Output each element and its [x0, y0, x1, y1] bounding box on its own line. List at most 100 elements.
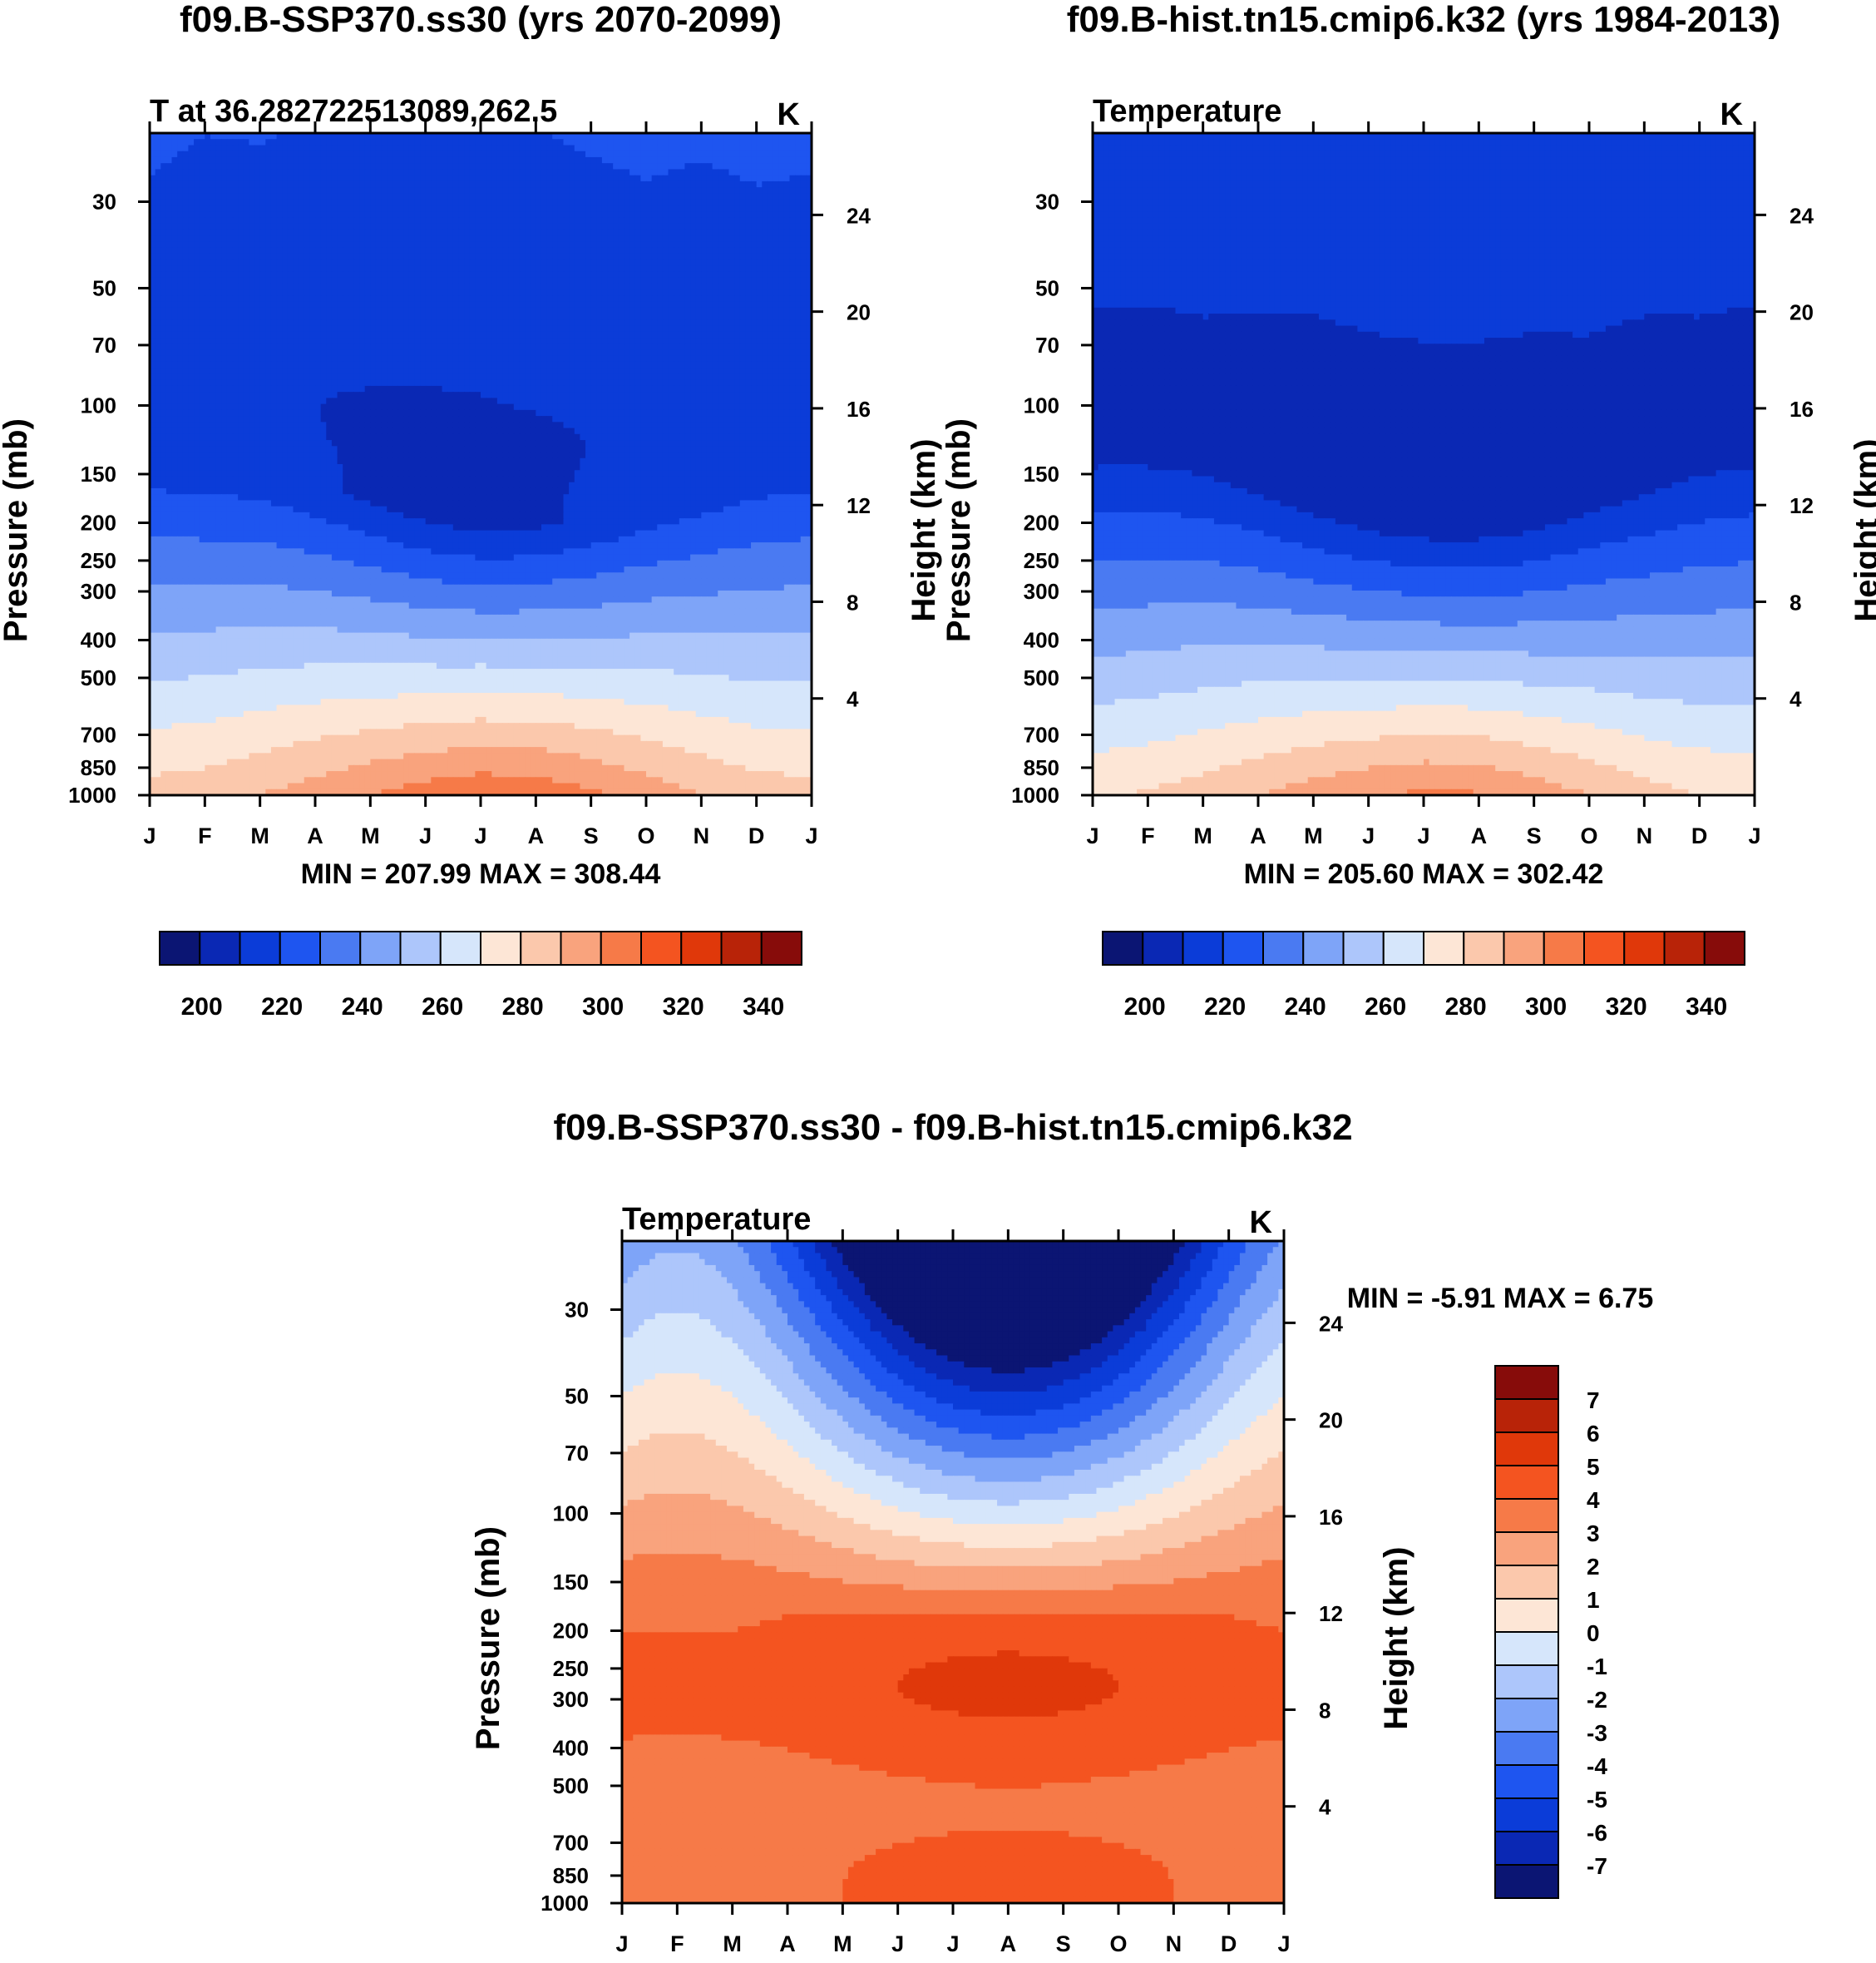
- contour-cell: [233, 139, 239, 146]
- contour-cell: [558, 145, 564, 151]
- contour-cell: [431, 181, 437, 188]
- contour-cell: [293, 157, 299, 164]
- contour-cell: [564, 157, 570, 164]
- contour-cell: [343, 163, 348, 170]
- contour-cell: [646, 145, 652, 151]
- contour-cell: [629, 169, 635, 176]
- contour-cell: [580, 145, 585, 151]
- contour-cell: [525, 151, 531, 158]
- contour-cell: [508, 139, 514, 146]
- contour-cell: [552, 145, 558, 151]
- contour-cell: [690, 181, 696, 188]
- contour-cell: [684, 169, 690, 176]
- contour-cell: [282, 139, 288, 146]
- contour-cell: [635, 169, 641, 176]
- contour-cell: [216, 151, 222, 158]
- contour-cell: [701, 151, 707, 158]
- contour-cell: [624, 139, 629, 146]
- contour-cell: [332, 187, 338, 194]
- contour-cell: [789, 169, 795, 176]
- contour-cell: [200, 139, 205, 146]
- contour-cell: [420, 157, 426, 164]
- contour-cell: [249, 163, 254, 170]
- contour-cell: [734, 169, 740, 176]
- contour-cell: [640, 151, 646, 158]
- contour-cell: [619, 139, 625, 146]
- contour-cell: [536, 169, 541, 176]
- contour-cell: [353, 157, 359, 164]
- contour-cell: [569, 157, 575, 164]
- contour-cell: [547, 151, 553, 158]
- contour-cell: [652, 163, 658, 170]
- contour-cell: [635, 181, 641, 188]
- contour-cell: [260, 151, 266, 158]
- contour-cell: [713, 139, 718, 146]
- contour-cell: [740, 181, 746, 188]
- contour-cell: [156, 187, 161, 194]
- contour-cell: [382, 157, 388, 164]
- contour-cell: [646, 151, 652, 158]
- contour-cell: [470, 176, 476, 182]
- contour-cell: [602, 169, 608, 176]
- contour-cell: [696, 157, 702, 164]
- contour-cell: [608, 163, 614, 170]
- contour-cell: [299, 169, 304, 176]
- contour-cell: [773, 176, 779, 182]
- contour-cell: [531, 157, 536, 164]
- contour-cell: [293, 176, 299, 182]
- contour-cell: [608, 157, 614, 164]
- contour-cell: [282, 151, 288, 158]
- contour-cell: [762, 169, 768, 176]
- contour-cell: [585, 151, 591, 158]
- contour-cell: [569, 139, 575, 146]
- contour-cell: [508, 145, 514, 151]
- contour-cell: [491, 151, 497, 158]
- contour-cell: [288, 176, 294, 182]
- contour-cell: [392, 145, 398, 151]
- contour-cell: [613, 139, 619, 146]
- contour-cell: [249, 139, 254, 146]
- contour-cell: [233, 145, 239, 151]
- contour-cell: [734, 157, 740, 164]
- contour-cell: [216, 169, 222, 176]
- contour-cell: [503, 181, 509, 188]
- contour-cell: [575, 176, 580, 182]
- contour-cell: [382, 181, 388, 188]
- contour-cell: [525, 169, 531, 176]
- contour-cell: [315, 181, 321, 188]
- contour-cell: [338, 139, 343, 146]
- contour-cell: [536, 151, 541, 158]
- contour-cell: [718, 157, 723, 164]
- contour-cell: [343, 151, 348, 158]
- contour-cell: [166, 169, 172, 176]
- contour-cell: [745, 176, 751, 182]
- contour-cell: [326, 163, 332, 170]
- contour-cell: [684, 139, 690, 146]
- contour-cell: [729, 157, 735, 164]
- contour-cell: [491, 139, 497, 146]
- contour-cell: [508, 169, 514, 176]
- contour-cell: [304, 187, 310, 194]
- contour-cell: [564, 139, 570, 146]
- contour-cell: [398, 176, 404, 182]
- contour-cell: [486, 145, 492, 151]
- contour-cell: [541, 151, 547, 158]
- contour-cell: [382, 176, 388, 182]
- contour-cell: [172, 181, 178, 188]
- contour-cell: [696, 169, 702, 176]
- contour-cell: [288, 181, 294, 188]
- contour-cell: [414, 176, 420, 182]
- contour-cell: [210, 157, 216, 164]
- contour-cell: [503, 139, 509, 146]
- contour-cell: [514, 157, 520, 164]
- contour-cell: [575, 169, 580, 176]
- contour-cell: [409, 187, 415, 194]
- contour-cell: [282, 169, 288, 176]
- contour-cell: [536, 139, 541, 146]
- contour-cell: [254, 145, 260, 151]
- contour-cell: [729, 181, 735, 188]
- contour-cell: [326, 157, 332, 164]
- contour-cell: [160, 139, 166, 146]
- contour-cell: [778, 176, 784, 182]
- contour-cell: [233, 151, 239, 158]
